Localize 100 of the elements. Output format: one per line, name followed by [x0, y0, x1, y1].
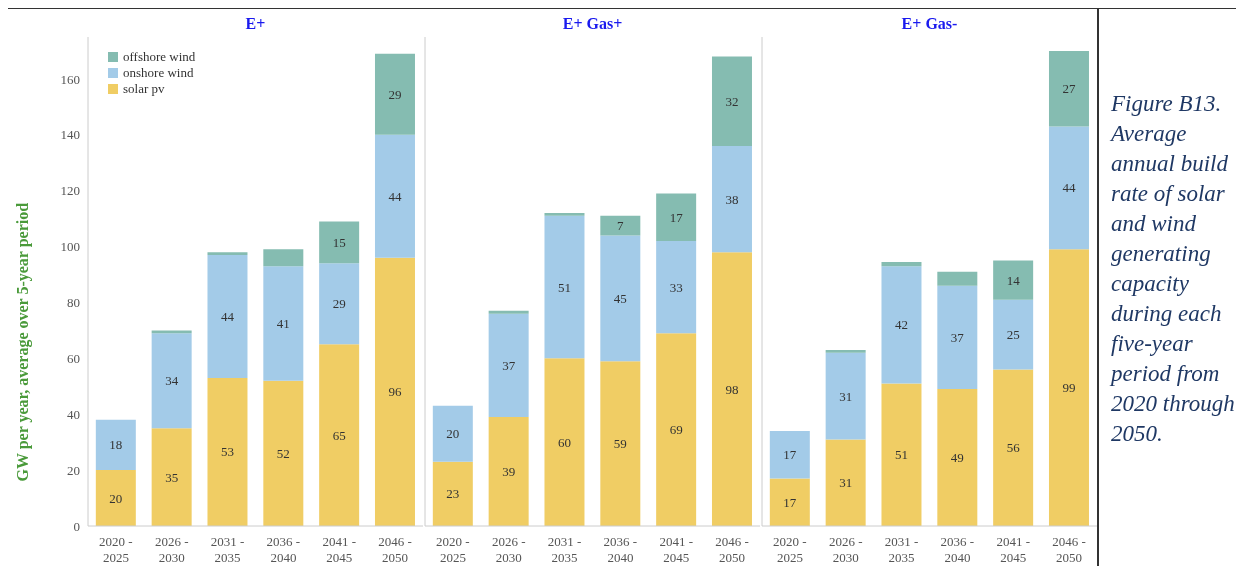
bar: [881, 266, 922, 384]
bar: [207, 254, 248, 378]
x-tick-label: 2036 - 2040: [603, 534, 638, 565]
data-label: 99: [1062, 380, 1076, 396]
y-tick-label: 0: [73, 518, 80, 534]
data-label: 20: [109, 490, 123, 506]
bar: [937, 389, 978, 526]
data-label: 49: [950, 450, 964, 466]
data-label: 20: [446, 426, 460, 442]
x-tick-label: 2031 - 2035: [210, 534, 245, 565]
data-label: 42: [894, 317, 908, 333]
y-tick-label: 100: [60, 239, 80, 255]
data-label: 98: [725, 381, 739, 397]
bar: [937, 271, 978, 286]
bar: [769, 430, 810, 479]
x-tick-label: 2046 - 2050: [1052, 534, 1086, 565]
data-label: 32: [725, 93, 739, 109]
bar: [825, 439, 866, 526]
data-label: 44: [1062, 180, 1076, 196]
x-tick-label: 2036 - 2040: [940, 534, 975, 565]
y-tick-label: 20: [67, 462, 80, 478]
bar: [263, 266, 304, 381]
data-label: 17: [783, 447, 797, 463]
data-label: 96: [388, 384, 402, 400]
x-tick-label: 2031 - 2035: [547, 534, 582, 565]
data-label: 23: [446, 486, 460, 502]
data-label: 7: [617, 218, 625, 234]
data-label: 18: [109, 437, 123, 453]
bar: [151, 333, 192, 429]
y-tick-label: 80: [67, 295, 80, 311]
data-label: 14: [1006, 272, 1021, 288]
x-tick-label: 2020 - 2025: [436, 534, 470, 565]
bar: [432, 405, 473, 462]
bar: [544, 215, 585, 359]
bar: [488, 417, 529, 526]
y-tick-label: 40: [67, 406, 80, 422]
bar: [769, 478, 810, 526]
chart-title: E+: [244, 15, 267, 33]
data-label: 27: [1062, 81, 1076, 97]
data-label: 51: [894, 447, 908, 463]
bar: [488, 310, 529, 314]
x-tick-label: 2026 - 2030: [154, 534, 189, 565]
bar: [319, 344, 360, 526]
x-tick-label: 2020 - 2025: [773, 534, 807, 565]
bar: [374, 53, 415, 135]
y-tick-label: 120: [60, 183, 80, 199]
bar: [600, 215, 641, 236]
data-label: 31: [839, 475, 853, 491]
bar: [711, 56, 752, 146]
x-tick-label: 2020 - 2025: [99, 534, 133, 565]
data-label: 52: [276, 445, 290, 461]
y-tick-label: 60: [67, 350, 80, 366]
bar: [151, 428, 192, 526]
bar: [95, 470, 136, 526]
bar: [881, 261, 922, 267]
data-label: 39: [502, 464, 516, 480]
bar: [95, 419, 136, 471]
bar: [993, 369, 1034, 526]
data-label: 37: [950, 329, 965, 345]
data-label: 37: [502, 357, 516, 373]
data-label: 34: [165, 373, 179, 389]
bar: [374, 257, 415, 526]
data-label: 29: [388, 86, 402, 102]
bar: [207, 252, 248, 255]
data-label: 29: [332, 296, 346, 312]
bar: [374, 134, 415, 258]
bar: [993, 299, 1034, 370]
data-label: 17: [783, 494, 797, 510]
data-label: 35: [165, 469, 179, 485]
bar: [1048, 126, 1089, 250]
legend-label: onshore wind: [123, 65, 194, 81]
bar: [600, 361, 641, 526]
bar: [656, 193, 697, 241]
bar: [600, 235, 641, 362]
data-label: 44: [220, 308, 235, 324]
y-tick-label: 160: [60, 71, 80, 87]
data-label: 17: [669, 209, 684, 225]
bar: [1048, 50, 1089, 127]
legend-label: solar pv: [123, 81, 165, 97]
x-tick-label: 2026 - 2030: [828, 534, 863, 565]
bar: [1048, 249, 1089, 526]
data-label: 53: [220, 444, 234, 460]
data-label: 51: [557, 279, 571, 295]
data-label: 44: [388, 188, 402, 204]
data-label: 60: [557, 434, 571, 450]
bar: [207, 377, 248, 526]
bar: [937, 285, 978, 390]
bar: [432, 461, 473, 526]
data-label: 59: [613, 436, 627, 452]
y-tick-label: 140: [60, 127, 80, 143]
data-label: 25: [1006, 327, 1020, 343]
data-label: 69: [669, 422, 683, 438]
legend-label: offshore wind: [123, 49, 196, 65]
bar: [151, 330, 192, 334]
bar: [711, 145, 752, 253]
bar: [825, 352, 866, 440]
bar: [263, 380, 304, 526]
data-label: 31: [839, 388, 853, 404]
data-label: 45: [613, 290, 627, 306]
data-label: 38: [725, 191, 739, 207]
